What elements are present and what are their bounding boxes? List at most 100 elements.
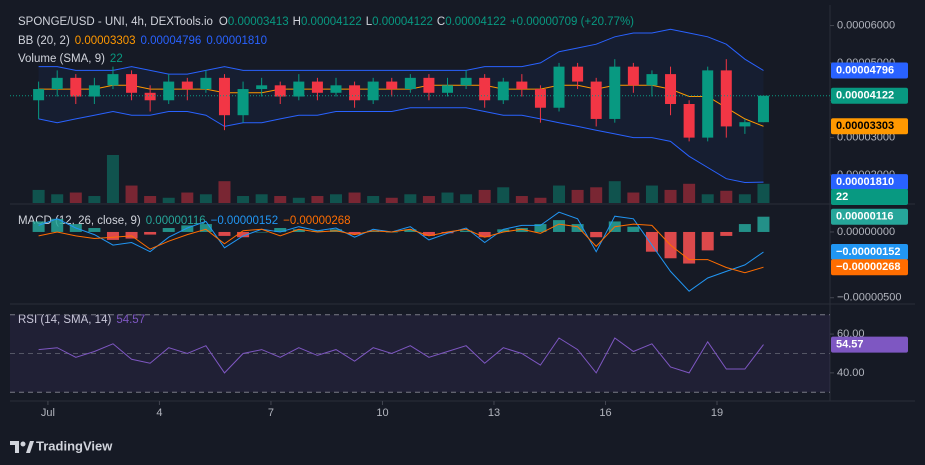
y-tick-label: 0.00006000 — [837, 19, 895, 31]
macd-line — [38, 211, 764, 292]
legend-item: −0.00000152 — [211, 215, 278, 227]
volume-bar — [404, 194, 417, 203]
y-tick-label: −0.00000500 — [837, 292, 902, 304]
histogram-bar — [738, 224, 751, 232]
histogram-bar — [571, 224, 584, 232]
histogram-bar — [162, 228, 175, 232]
candle-body — [683, 104, 695, 138]
legend: SPONGE/USD - UNI, 4h, DEXTools.io O0.0000… — [18, 16, 634, 28]
footer-brand: TradingView — [36, 438, 113, 453]
legend-item: BB (20, 2) — [18, 35, 70, 47]
volume-bar — [720, 190, 733, 203]
candle-body — [163, 81, 175, 101]
histogram-bar — [348, 231, 361, 235]
volume-bar — [385, 197, 398, 203]
histogram-bar — [181, 225, 194, 232]
legend-item: 0.00003303 — [75, 35, 136, 47]
candle-body — [739, 122, 751, 127]
candle-body — [144, 92, 156, 101]
volume-bar — [51, 194, 64, 203]
candle-body — [311, 81, 323, 93]
candle-body — [534, 89, 546, 108]
volume-bar — [199, 194, 212, 203]
legend-item: −0.00000268 — [283, 215, 350, 227]
logo-mark — [20, 441, 26, 447]
legend-item: Volume (SMA, 9) — [18, 53, 105, 65]
rsi-line — [38, 337, 764, 374]
histogram-bar — [32, 221, 45, 232]
candle-body — [200, 77, 212, 90]
candle-body — [590, 81, 602, 119]
histogram-bar — [255, 231, 268, 233]
volume-bar — [478, 189, 491, 203]
legend: MACD (12, 26, close, 9) 0.00000116 −0.0000… — [18, 215, 351, 227]
histogram-bar — [422, 231, 435, 236]
candle-body — [646, 74, 658, 86]
y-tick-label: 0.00003000 — [837, 132, 895, 144]
x-tick-label: 7 — [268, 407, 274, 419]
price-tag — [831, 336, 908, 353]
logo — [10, 441, 34, 453]
y-tick-label: 0.00000000 — [837, 226, 895, 238]
candle-body — [386, 81, 398, 90]
bb-basis — [38, 84, 764, 127]
volume-bar — [88, 196, 101, 203]
volume-bar — [162, 197, 175, 203]
histogram-bar — [701, 231, 714, 251]
volume-bar — [534, 197, 547, 203]
x-tick-label: 13 — [488, 407, 500, 419]
legend-item: L — [366, 16, 373, 28]
candle-body — [274, 85, 286, 97]
volume-bar — [237, 196, 250, 203]
candle-body — [330, 85, 342, 93]
candle-body — [572, 66, 584, 82]
volume-bar — [367, 196, 380, 203]
volume-bar — [441, 192, 454, 203]
histogram-bar — [553, 220, 566, 232]
x-tick-label: 4 — [156, 407, 162, 419]
volume-bar — [181, 192, 194, 203]
histogram-bar — [460, 230, 473, 232]
legend-item: H — [293, 16, 301, 28]
legend-item: +0.00000709 (+20.77%) — [510, 16, 634, 28]
histogram-bar — [88, 228, 101, 232]
volume-bar — [311, 196, 324, 203]
histogram-bar — [51, 218, 64, 232]
y-tick-label: 40.00 — [837, 367, 865, 379]
candle-body — [367, 81, 379, 101]
volume-bar — [738, 194, 751, 203]
candle-body — [33, 89, 45, 101]
legend-item: SPONGE/USD - UNI, 4h, DEXTools.io — [18, 16, 213, 28]
candle-body — [293, 81, 305, 97]
legend-item: 0.00003413 — [228, 16, 289, 28]
price-tag-label: 0.00004122 — [836, 90, 894, 102]
candle-body — [404, 77, 416, 90]
price-tag — [831, 243, 908, 260]
candle-body — [757, 95, 769, 123]
volume-bar — [553, 185, 566, 203]
volume-bar — [757, 183, 770, 203]
volume-bar — [515, 196, 528, 203]
volume-bar — [106, 155, 119, 203]
price-tag-label: 54.57 — [836, 339, 864, 351]
legend: RSI (14, SMA, 14) 54.57 — [18, 314, 145, 326]
volume-bar — [571, 189, 584, 203]
legend-item: 0.00004122 — [301, 16, 362, 28]
legend-item: C — [437, 16, 445, 28]
volume-bar — [460, 194, 473, 203]
price-tag — [831, 118, 908, 135]
volume-bar — [144, 196, 157, 203]
x-tick-label: Jul — [41, 407, 55, 419]
candle-body — [423, 77, 435, 93]
signal-line — [38, 223, 764, 274]
candle-body — [107, 74, 119, 86]
candle-body — [609, 66, 621, 119]
candle-body — [497, 81, 509, 101]
volume-bar — [645, 185, 658, 203]
volume-bar — [32, 189, 45, 203]
histogram-bar — [404, 229, 417, 232]
candle-body — [627, 66, 639, 86]
volume-bar — [218, 181, 231, 203]
bb-lower — [38, 107, 764, 184]
legend-item: 0.00000116 — [146, 215, 206, 227]
